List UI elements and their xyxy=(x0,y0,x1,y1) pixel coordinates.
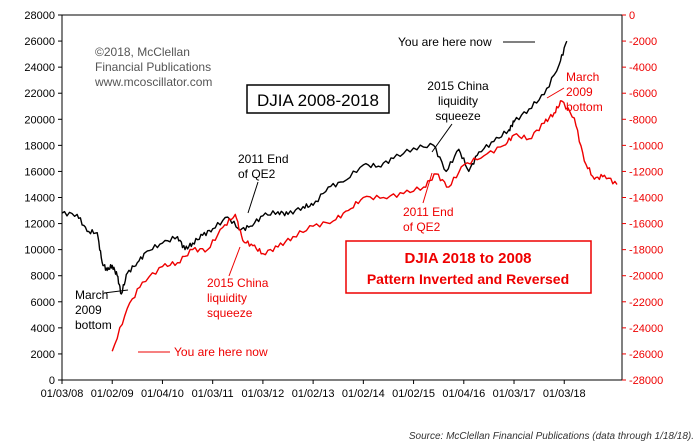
series-djia-2008-2018 xyxy=(61,40,568,295)
source-note: Source: McClellan Financial Publications… xyxy=(408,431,694,442)
annotation-china-red-pointer xyxy=(228,246,241,277)
annotation-china-black-pointer xyxy=(431,123,453,153)
right-tick-label: -16000 xyxy=(629,219,663,231)
left-tick-label: 24000 xyxy=(24,62,55,74)
annotation-china-black-1: 2015 China xyxy=(427,79,489,93)
x-tick-label: 01/04/16 xyxy=(442,388,485,400)
right-tick-label: -8000 xyxy=(629,114,657,126)
chart-title: DJIA 2008-2018 xyxy=(257,91,379,110)
copyright-line-3: www.mcoscillator.com xyxy=(94,75,212,89)
annotation-qe2-red-pointer xyxy=(422,172,433,204)
plot-area xyxy=(61,14,623,381)
annotation-china-red-3: squeeze xyxy=(207,306,253,320)
annotation-qe2-red-2: of QE2 xyxy=(403,220,441,234)
right-tick-label: -28000 xyxy=(629,375,663,387)
annotation-here-black: You are here now xyxy=(398,35,492,49)
annotation-china-black-2: liquidity xyxy=(438,94,478,108)
x-tick-label: 01/03/08 xyxy=(41,388,84,400)
right-tick-label: -26000 xyxy=(629,349,663,361)
right-tick-label: 0 xyxy=(629,10,635,22)
x-tick-label: 01/03/11 xyxy=(192,388,234,400)
x-tick-label: 01/02/14 xyxy=(342,388,385,400)
x-tick-label: 01/03/17 xyxy=(493,388,536,400)
x-tick-label: 01/03/12 xyxy=(241,388,284,400)
right-tick-label: -6000 xyxy=(629,88,657,100)
annotation-qe2-black-pointer xyxy=(247,181,259,214)
inverted-title-box xyxy=(345,240,592,294)
annotation-qe2-black-1: 2011 End xyxy=(238,152,289,166)
right-tick-label: -18000 xyxy=(629,245,663,257)
right-tick-label: -2000 xyxy=(629,36,657,48)
left-tick-label: 0 xyxy=(49,375,55,387)
copyright-line-2: Financial Publications xyxy=(95,60,211,74)
annotation-march-black-1: March xyxy=(75,288,108,302)
annotation-march-black-2: 2009 xyxy=(75,303,102,317)
annotation-march-black-3: bottom xyxy=(75,318,112,332)
copyright-line-1: ©2018, McClellan xyxy=(95,45,190,59)
x-tick-label: 01/04/10 xyxy=(141,388,184,400)
right-tick-label: -14000 xyxy=(629,193,663,205)
x-tick-label: 01/02/09 xyxy=(91,388,134,400)
right-tick-label: -24000 xyxy=(629,323,663,335)
left-tick-label: 16000 xyxy=(24,166,55,178)
left-tick-label: 18000 xyxy=(24,140,55,152)
inverted-title-line-1: DJIA 2018 to 2008 xyxy=(404,250,531,267)
left-axis: 0 2000 4000 6000 8000 10000 12000 14000 16000 180… xyxy=(24,10,62,387)
annotation-qe2-black-2: of QE2 xyxy=(238,167,276,181)
annotation-march-red-2: 2009 xyxy=(566,85,593,99)
left-tick-label: 26000 xyxy=(24,36,55,48)
annotation-here-red: You are here now xyxy=(174,345,268,359)
series-djia-2018-to-2008-inverted xyxy=(111,100,618,352)
left-tick-label: 2000 xyxy=(31,349,55,361)
right-tick-label: -12000 xyxy=(629,166,663,178)
left-tick-label: 8000 xyxy=(31,271,55,283)
left-tick-label: 10000 xyxy=(24,245,55,257)
annotation-march-red-pointer xyxy=(546,87,565,99)
x-tick-label: 01/02/13 xyxy=(292,388,335,400)
annotation-china-red-1: 2015 China xyxy=(207,276,269,290)
right-tick-label: -4000 xyxy=(629,62,657,74)
left-tick-label: 12000 xyxy=(24,219,55,231)
left-tick-label: 28000 xyxy=(24,10,55,22)
x-axis: 01/03/08 01/02/09 01/04/10 01/03/11 01/03/12… xyxy=(41,380,586,400)
annotation-qe2-red-1: 2011 End xyxy=(403,205,454,219)
right-tick-label: -22000 xyxy=(629,297,663,309)
x-tick-label: 01/02/15 xyxy=(392,388,435,400)
annotation-march-red-1: March xyxy=(566,70,599,84)
left-tick-label: 4000 xyxy=(31,323,55,335)
annotation-china-black-3: squeeze xyxy=(435,109,481,123)
right-axis: 0 -2000 -4000 -6000 -8000 -10000 -12000 -14000 -… xyxy=(622,10,663,387)
left-tick-label: 14000 xyxy=(24,193,55,205)
left-tick-label: 6000 xyxy=(31,297,55,309)
left-tick-label: 20000 xyxy=(24,114,55,126)
annotation-march-black-pointer xyxy=(103,289,129,294)
inverted-title-line-2: Pattern Inverted and Reversed xyxy=(367,271,569,287)
x-tick-label: 01/03/18 xyxy=(543,388,586,400)
series-group xyxy=(61,40,618,352)
right-tick-label: -20000 xyxy=(629,271,663,283)
annotation-china-red-2: liquidity xyxy=(207,291,247,305)
left-tick-label: 22000 xyxy=(24,88,55,100)
right-tick-label: -10000 xyxy=(629,140,663,152)
annotation-march-red-3: bottom xyxy=(566,100,603,114)
title-box xyxy=(246,84,390,114)
